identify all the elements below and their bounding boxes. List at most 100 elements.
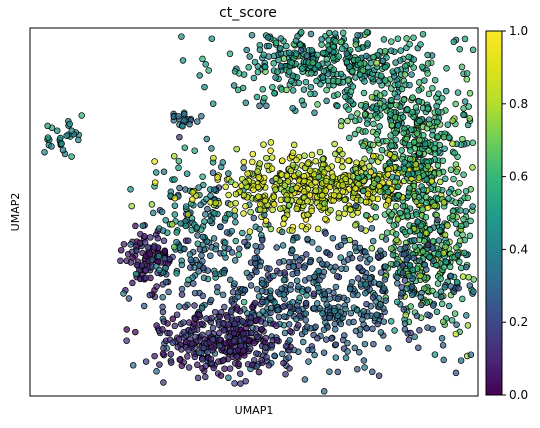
data-point: [205, 329, 212, 337]
data-point: [156, 361, 163, 368]
data-point: [216, 342, 223, 350]
data-point: [398, 147, 405, 154]
data-point: [289, 104, 296, 112]
data-point: [376, 280, 383, 288]
data-point: [352, 202, 360, 210]
data-point: [393, 260, 401, 267]
data-point: [216, 313, 224, 321]
data-point: [290, 263, 297, 270]
data-point: [456, 45, 463, 53]
data-point: [356, 244, 364, 252]
data-point: [367, 168, 375, 176]
data-point: [220, 269, 228, 277]
data-point: [274, 306, 282, 314]
data-point: [180, 328, 188, 336]
data-point: [191, 302, 198, 309]
data-point: [171, 211, 179, 218]
data-point: [211, 210, 218, 217]
data-point: [228, 249, 236, 256]
data-point: [284, 196, 291, 203]
data-point: [367, 59, 375, 67]
data-point: [247, 208, 254, 216]
data-point: [342, 93, 349, 101]
data-point: [381, 47, 389, 55]
data-point: [307, 90, 314, 98]
data-point: [460, 171, 467, 178]
data-point: [339, 188, 347, 195]
data-point: [469, 46, 477, 54]
data-point: [285, 202, 293, 209]
data-point: [201, 218, 208, 225]
data-point: [362, 103, 370, 110]
data-point: [181, 303, 189, 311]
data-point: [391, 154, 398, 161]
data-point: [410, 139, 418, 146]
data-point: [260, 141, 267, 148]
data-point: [456, 180, 463, 187]
data-point: [142, 274, 150, 282]
data-point: [360, 142, 367, 150]
data-point: [354, 275, 362, 282]
data-point: [68, 153, 75, 160]
data-point: [165, 288, 172, 296]
data-point: [270, 193, 278, 201]
data-point: [315, 245, 322, 253]
data-point: [353, 307, 361, 314]
data-point: [394, 67, 401, 74]
data-point: [251, 299, 259, 307]
data-point: [314, 225, 322, 233]
data-point: [219, 159, 227, 166]
data-point: [44, 122, 51, 130]
data-point: [407, 303, 414, 310]
data-point: [298, 29, 305, 36]
data-point: [431, 144, 438, 152]
data-point: [57, 134, 64, 142]
data-point: [415, 87, 423, 94]
data-point: [205, 67, 212, 74]
data-point: [225, 374, 232, 382]
data-point: [178, 261, 186, 269]
data-point: [207, 355, 215, 363]
data-point: [431, 351, 439, 358]
data-point: [401, 277, 409, 284]
data-point: [127, 259, 135, 266]
data-point: [445, 302, 453, 310]
data-point: [263, 102, 270, 110]
data-point: [394, 183, 402, 190]
data-point: [454, 251, 462, 259]
data-point: [194, 232, 201, 239]
data-point: [363, 28, 371, 36]
data-point: [240, 347, 247, 354]
data-point: [280, 55, 288, 62]
data-point: [127, 186, 134, 193]
data-point: [401, 165, 408, 173]
data-point: [221, 239, 229, 246]
data-point: [460, 215, 467, 223]
data-point: [435, 237, 443, 244]
data-point: [406, 40, 413, 48]
data-point: [433, 308, 441, 316]
data-point: [454, 89, 462, 96]
data-point: [461, 249, 468, 257]
data-point: [209, 169, 217, 176]
data-point: [410, 56, 418, 63]
data-point: [281, 313, 288, 320]
data-point: [254, 333, 261, 341]
data-point: [416, 117, 423, 125]
data-point: [337, 241, 345, 249]
data-point: [282, 342, 290, 350]
data-point: [226, 276, 234, 284]
data-point: [429, 84, 436, 92]
data-point: [155, 252, 163, 260]
data-point: [377, 72, 385, 80]
data-point: [169, 315, 177, 323]
data-point: [349, 291, 357, 298]
data-point: [400, 96, 408, 104]
data-point: [289, 247, 296, 254]
data-point: [319, 310, 326, 317]
data-point: [318, 41, 325, 48]
data-point: [394, 280, 401, 287]
data-point: [320, 349, 328, 356]
data-point: [420, 186, 427, 194]
data-point: [456, 258, 463, 266]
